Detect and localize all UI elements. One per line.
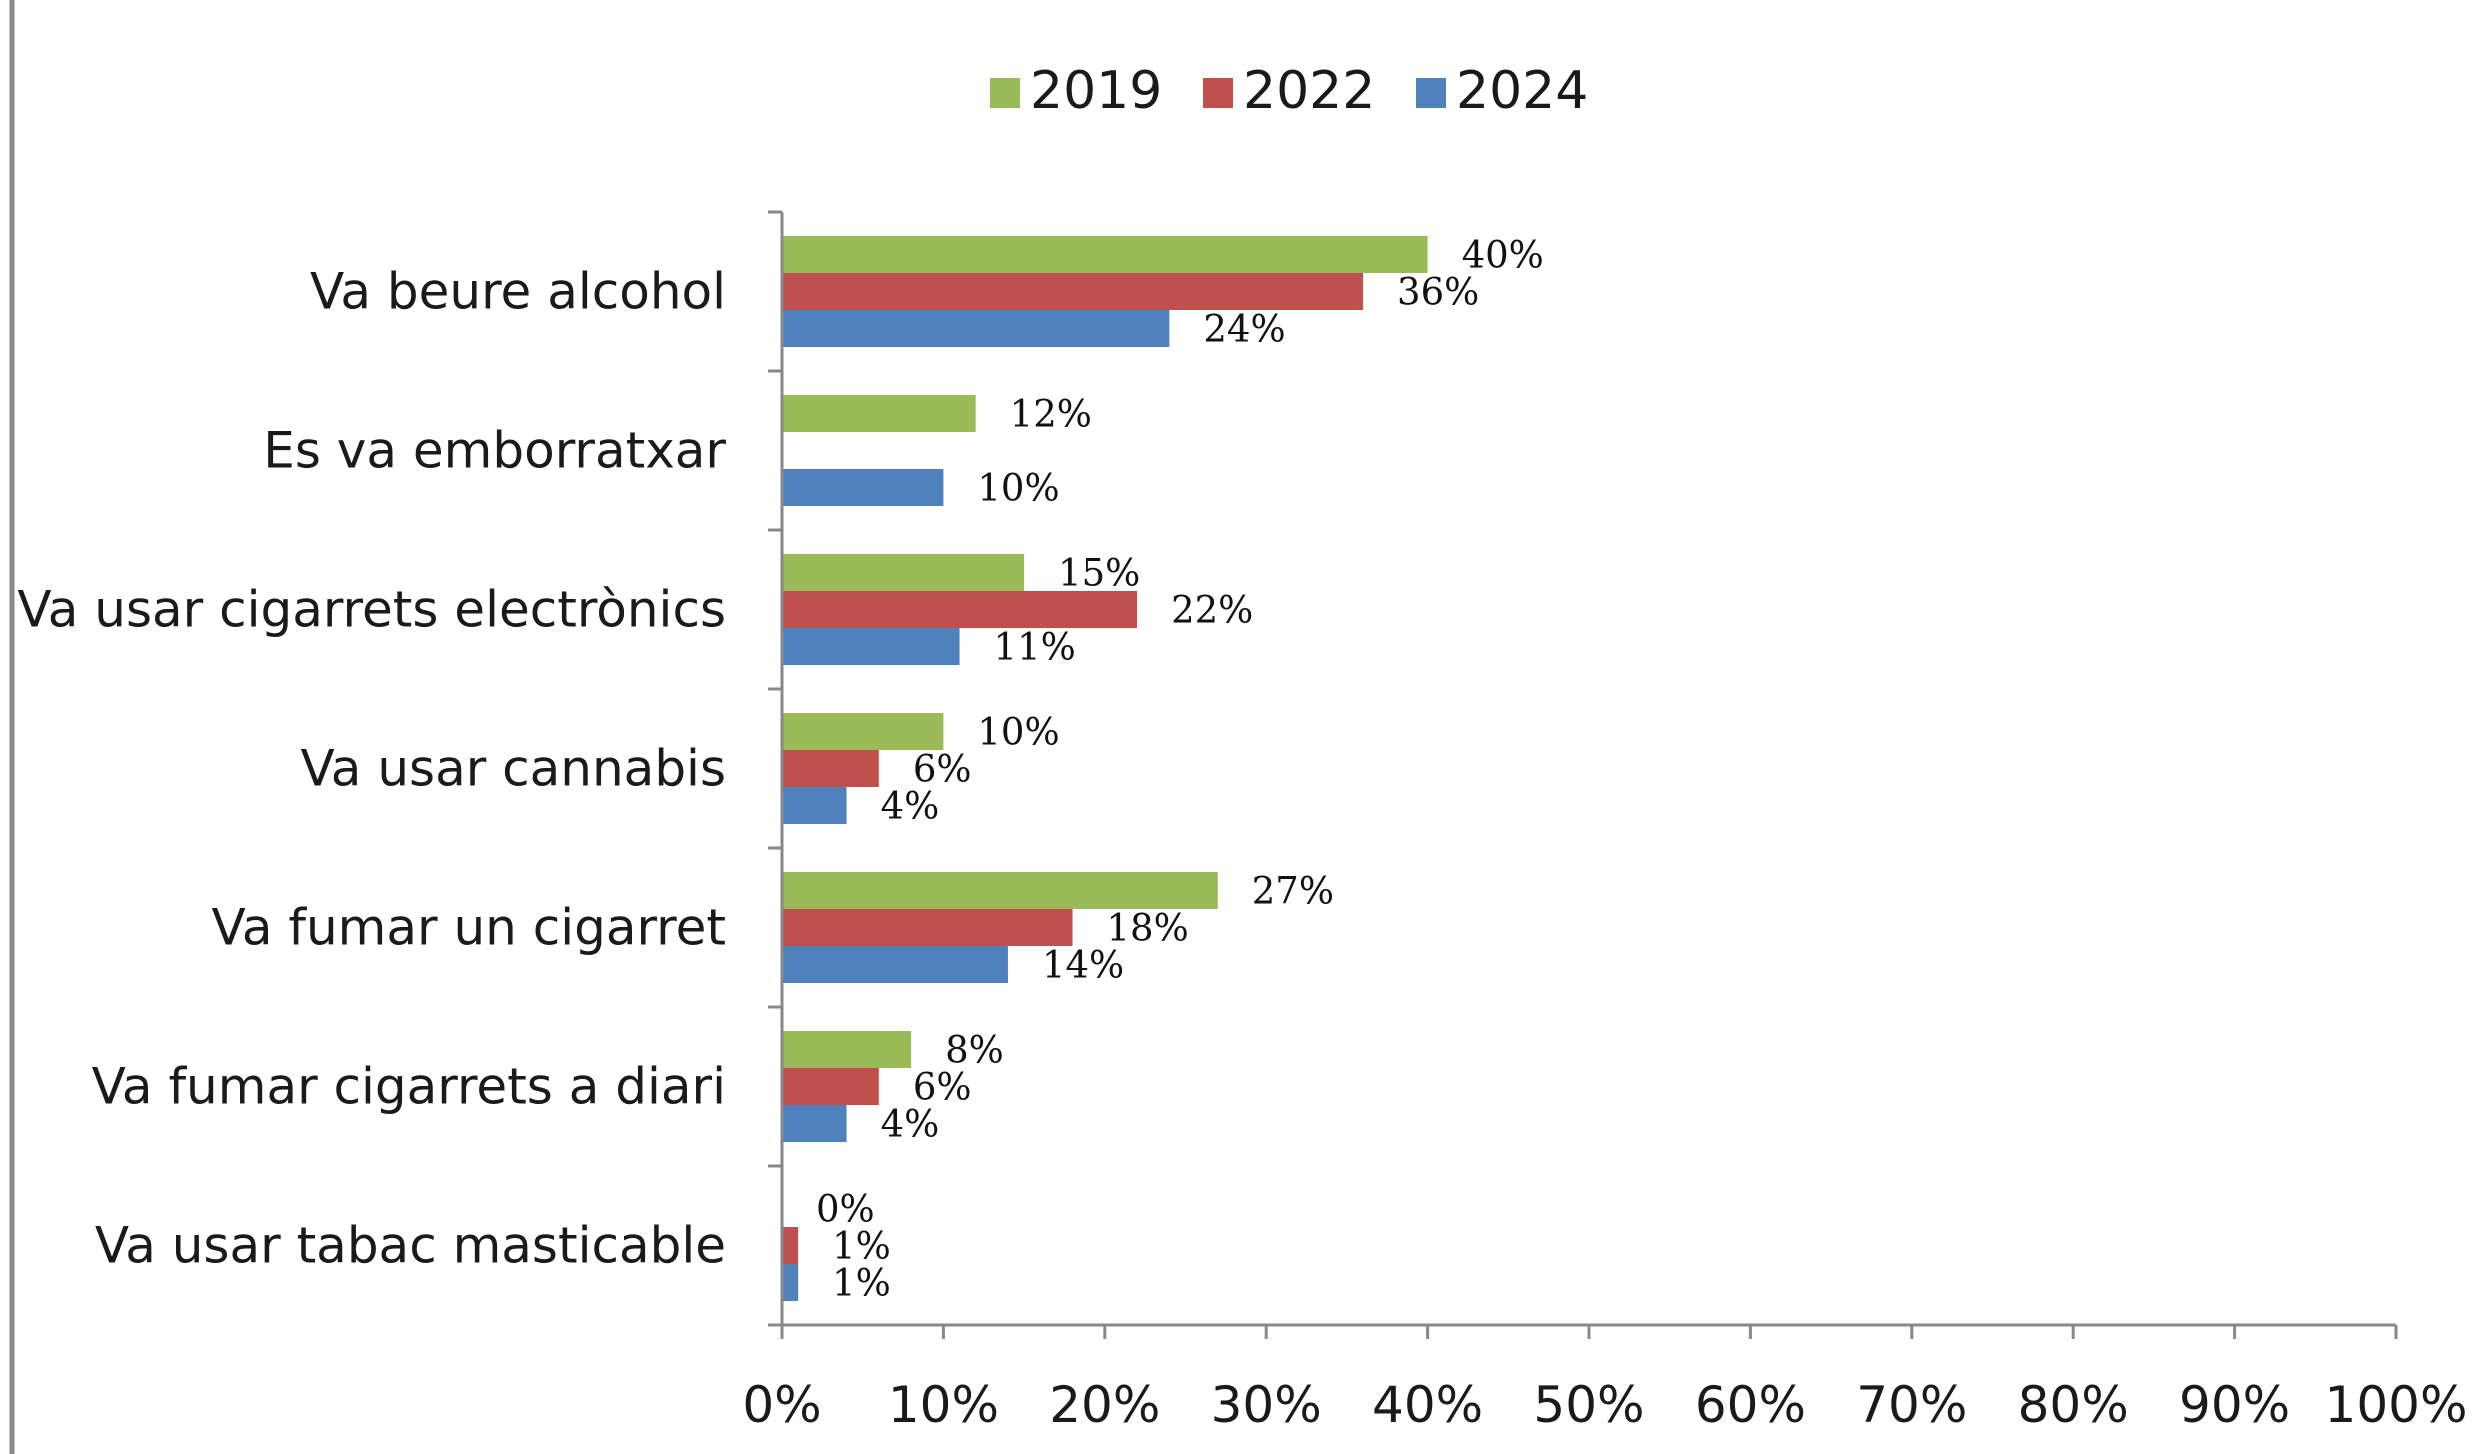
bar-2024-1 — [782, 310, 1170, 347]
x-tick-label-70pct: 70% — [1856, 1376, 1967, 1434]
legend-swatch-2024 — [1416, 78, 1446, 108]
bar-2019-2 — [782, 395, 976, 432]
x-tick-label-80pct: 80% — [2018, 1376, 2129, 1434]
data-label-2024-7: 1% — [832, 1262, 891, 1305]
data-label-2019-5: 27% — [1252, 870, 1334, 913]
bar-2024-7 — [782, 1264, 799, 1301]
data-label-2024-3: 11% — [994, 626, 1076, 669]
bar-2024-6 — [782, 1105, 847, 1142]
x-tick-label-90pct: 90% — [2179, 1376, 2290, 1434]
x-tick-label-100pct: 100% — [2325, 1376, 2468, 1434]
category-label-1: Va beure alcohol — [310, 263, 726, 321]
data-label-2019-2: 12% — [1010, 393, 1092, 436]
x-tick-label-0pct: 0% — [742, 1376, 821, 1434]
legend-label-2024: 2024 — [1456, 61, 1588, 121]
bar-2022-5 — [782, 909, 1073, 946]
x-tick-label-30pct: 30% — [1211, 1376, 1322, 1434]
bar-2019-6 — [782, 1031, 912, 1068]
x-tick-label-20pct: 20% — [1049, 1376, 1160, 1434]
x-tick-label-60pct: 60% — [1695, 1376, 1806, 1434]
bar-2019-1 — [782, 236, 1428, 273]
data-label-2019-1: 40% — [1462, 234, 1544, 277]
category-label-4: Va usar cannabis — [300, 740, 726, 798]
data-label-2024-5: 14% — [1042, 944, 1124, 987]
bar-2022-6 — [782, 1068, 879, 1105]
legend-label-2019: 2019 — [1030, 61, 1162, 121]
data-label-2022-3: 22% — [1171, 589, 1253, 632]
bar-2019-4 — [782, 713, 944, 750]
data-label-2022-7: 1% — [832, 1225, 891, 1268]
data-label-2024-6: 4% — [881, 1103, 940, 1146]
x-tick-labels-group: 0% 10% 20% 30% 40% 50% 60% 70% 80% 90% 100% — [742, 1376, 2467, 1434]
data-label-2019-4: 10% — [977, 711, 1059, 754]
data-label-2019-3: 15% — [1058, 552, 1140, 595]
bar-2019-3 — [782, 554, 1025, 591]
data-label-2022-4: 6% — [913, 748, 972, 791]
bar-2022-4 — [782, 750, 879, 787]
data-label-2022-5: 18% — [1107, 907, 1189, 950]
bar-2024-4 — [782, 787, 847, 824]
legend-label-2022: 2022 — [1243, 61, 1375, 121]
data-label-2022-6: 6% — [913, 1066, 972, 1109]
data-label-2019-6: 8% — [945, 1029, 1004, 1072]
bar-2019-5 — [782, 872, 1218, 909]
data-labels-group: 40%36%24%12%10%15%22%11%10%6%4%27%18%14%… — [816, 234, 1544, 1305]
bar-2024-2 — [782, 469, 944, 506]
category-label-3: Va usar cigarrets electrònics — [17, 581, 726, 639]
data-label-2024-2: 10% — [977, 467, 1059, 510]
category-labels-group: Va beure alcohol Es va emborratxar Va usar… — [17, 263, 726, 1275]
bar-2022-7 — [782, 1227, 799, 1264]
category-label-7: Va usar tabac masticable — [95, 1217, 726, 1275]
category-label-6: Va fumar cigarrets a diari — [92, 1058, 726, 1116]
data-label-2024-1: 24% — [1203, 308, 1285, 351]
data-label-2024-4: 4% — [881, 785, 940, 828]
data-label-2022-1: 36% — [1397, 271, 1479, 314]
x-tick-label-10pct: 10% — [888, 1376, 999, 1434]
legend-swatch-2022 — [1203, 78, 1233, 108]
x-tick-label-40pct: 40% — [1372, 1376, 1483, 1434]
legend: 2019 2022 2024 — [990, 61, 1588, 121]
bars-group — [782, 236, 1428, 1301]
bar-2024-5 — [782, 946, 1008, 983]
axes-group — [768, 210, 2398, 1339]
category-label-5: Va fumar un cigarret — [212, 899, 726, 957]
bar-2022-3 — [782, 591, 1138, 628]
bar-2022-1 — [782, 273, 1364, 310]
data-label-2019-7: 0% — [816, 1188, 875, 1231]
legend-swatch-2019 — [990, 78, 1020, 108]
category-label-2: Es va emborratxar — [263, 422, 726, 480]
bar-2024-3 — [782, 628, 960, 665]
x-tick-label-50pct: 50% — [1533, 1376, 1644, 1434]
